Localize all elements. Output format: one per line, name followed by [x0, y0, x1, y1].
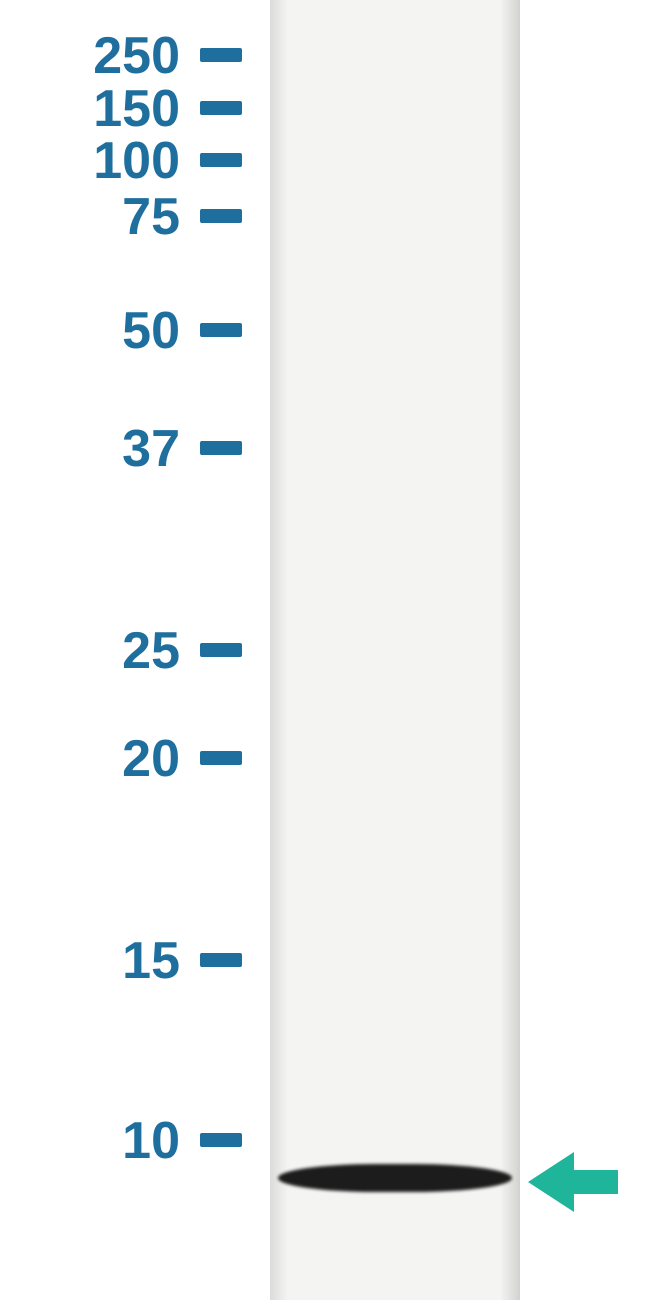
mw-marker-tick: [200, 953, 242, 967]
lane-shade-left: [270, 0, 288, 1300]
mw-marker-label: 20: [122, 729, 180, 789]
lane-shade-right: [500, 0, 520, 1300]
mw-marker-label: 75: [122, 187, 180, 247]
protein-band: [278, 1164, 512, 1192]
mw-marker-tick: [200, 1133, 242, 1147]
mw-marker-label: 15: [122, 931, 180, 991]
mw-marker-tick: [200, 441, 242, 455]
mw-marker-tick: [200, 323, 242, 337]
arrow-shaft: [574, 1170, 618, 1194]
gel-lane: [270, 0, 520, 1300]
mw-marker-tick: [200, 209, 242, 223]
mw-marker-label: 250: [93, 26, 180, 86]
mw-marker-tick: [200, 153, 242, 167]
western-blot-figure: 25015010075 50 37 25 20 15 10: [0, 0, 650, 1300]
mw-marker-label: 25: [122, 621, 180, 681]
mw-marker-label: 150: [93, 79, 180, 139]
mw-marker-label: 37: [122, 419, 180, 479]
mw-marker-label: 10: [122, 1111, 180, 1171]
mw-marker-label: 100: [93, 131, 180, 191]
lane-background: [270, 0, 520, 1300]
arrow-head-icon: [528, 1152, 574, 1212]
mw-marker-tick: [200, 101, 242, 115]
mw-marker-tick: [200, 643, 242, 657]
mw-marker-tick: [200, 751, 242, 765]
band-indicator-arrow: [528, 1152, 618, 1212]
mw-marker-tick: [200, 48, 242, 62]
mw-marker-label: 50: [122, 301, 180, 361]
